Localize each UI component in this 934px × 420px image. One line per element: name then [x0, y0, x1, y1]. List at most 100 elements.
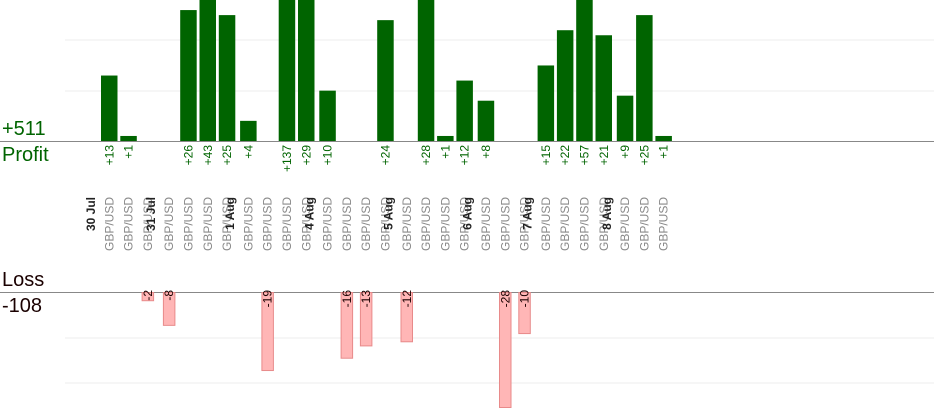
symbol-label: GBP/USD	[577, 197, 591, 251]
profit-bar	[278, 0, 296, 141]
profit-value-label: +13	[102, 145, 116, 166]
profit-value-label: +1	[122, 145, 136, 159]
profit-bar	[456, 80, 473, 141]
loss-value-label: -10	[518, 290, 532, 308]
loss-bar	[499, 292, 512, 408]
symbol-label: GBP/USD	[122, 197, 136, 251]
profit-bar	[218, 15, 236, 142]
profit-value-label: +15	[539, 145, 553, 166]
symbol-label: GBP/USD	[220, 197, 234, 251]
loss-bar	[400, 292, 413, 343]
loss-value-label: -12	[400, 290, 414, 308]
date-label: 31 Jul	[144, 197, 158, 231]
profit-total: +511	[2, 118, 46, 140]
profit-value-label: +25	[637, 145, 651, 166]
symbol-label: GBP/USD	[162, 197, 176, 251]
symbol-label: GBP/USD	[597, 197, 611, 251]
symbol-label: GBP/USD	[340, 197, 354, 251]
profit-bar	[377, 20, 394, 142]
profit-value-label: +21	[597, 145, 611, 166]
loss-value-label: -16	[340, 290, 354, 308]
symbol-label: GBP/USD	[102, 197, 116, 251]
symbol-label: GBP/USD	[321, 197, 335, 251]
loss-value-label: -8	[162, 290, 176, 301]
profit-bar	[180, 10, 197, 142]
profit-bar	[199, 0, 216, 141]
profit-value-label: +57	[577, 145, 591, 166]
symbol-label: GBP/USD	[419, 197, 433, 251]
profit-bar	[595, 35, 612, 141]
symbol-label: GBP/USD	[498, 197, 512, 251]
symbol-label: GBP/USD	[518, 197, 532, 251]
profit-value-label: +137	[280, 145, 294, 172]
symbol-label: GBP/USD	[558, 197, 572, 251]
symbol-label: GBP/USD	[458, 197, 472, 251]
symbol-label: GBP/USD	[299, 197, 313, 251]
profit-bar	[655, 135, 672, 141]
profit-value-label: +28	[419, 145, 433, 166]
symbol-label: GBP/USD	[378, 197, 392, 251]
date-label: 7 Aug	[521, 197, 535, 230]
profit-value-label: +43	[201, 145, 215, 166]
profit-value-label: +10	[321, 145, 335, 166]
profit-value-label: +1	[657, 145, 671, 159]
symbol-label: GBP/USD	[280, 197, 294, 251]
loss-bar	[359, 292, 373, 347]
profit-value-label: +24	[378, 145, 392, 166]
loss-bar	[141, 292, 155, 302]
profit-bar	[437, 135, 454, 141]
symbol-label: GBP/USD	[539, 197, 553, 251]
date-label: 5 Aug	[382, 197, 396, 230]
profit-value-label: +12	[458, 145, 472, 166]
profit-bar	[576, 0, 593, 141]
loss-bar	[518, 292, 531, 335]
profit-bar	[240, 120, 257, 141]
symbol-label: GBP/USD	[479, 197, 493, 251]
symbol-label: GBP/USD	[181, 197, 195, 251]
bars	[101, 0, 672, 408]
profit-value-label: +26	[181, 145, 195, 166]
labels: 30 Jul GBP/USD +13 GBP/USD +1 GBP/USD -2 31 Jul…	[84, 145, 671, 308]
date-label: 1 Aug	[223, 197, 237, 230]
loss-value-label: -13	[359, 290, 373, 308]
profit-bar	[417, 0, 435, 141]
symbol-label: GBP/USD	[359, 197, 373, 251]
profit-label: Profit	[2, 144, 49, 166]
symbol-label: GBP/USD	[618, 197, 632, 251]
profit-bar	[556, 30, 574, 141]
profit-bar	[298, 0, 315, 141]
loss-value-label: -28	[498, 290, 512, 308]
profit-bar	[477, 100, 495, 141]
profit-bar	[537, 65, 555, 141]
symbol-label: GBP/USD	[400, 197, 414, 251]
profit-bar	[636, 15, 653, 142]
symbol-label: GBP/USD	[438, 197, 452, 251]
loss-bar	[340, 292, 354, 359]
profit-value-label: +8	[479, 145, 493, 159]
profit-value-label: +9	[618, 145, 632, 159]
profit-bar	[120, 135, 137, 141]
loss-label: Loss	[2, 269, 45, 291]
date-label: 30 Jul	[84, 197, 98, 231]
loss-bar	[162, 292, 176, 326]
loss-total: -108	[2, 295, 43, 317]
profit-bar	[101, 75, 118, 141]
symbol-label: GBP/USD	[201, 197, 215, 251]
date-label: 6 Aug	[461, 197, 475, 230]
loss-value-label: -2	[141, 290, 155, 301]
symbol-label: GBP/USD	[637, 197, 651, 251]
symbol-label: GBP/USD	[261, 197, 275, 251]
profit-value-label: +29	[299, 145, 313, 166]
symbol-label: GBP/USD	[657, 197, 671, 251]
symbol-label: GBP/USD	[241, 197, 255, 251]
profit-bar	[319, 90, 336, 141]
loss-value-label: -19	[261, 290, 275, 308]
profit-value-label: +4	[241, 145, 255, 159]
date-label: 4 Aug	[302, 197, 316, 230]
profit-value-label: +22	[558, 145, 572, 166]
profit-bar	[616, 95, 634, 141]
profit-value-label: +25	[220, 145, 234, 166]
loss-bar	[261, 292, 274, 372]
date-label: 8 Aug	[600, 197, 614, 230]
